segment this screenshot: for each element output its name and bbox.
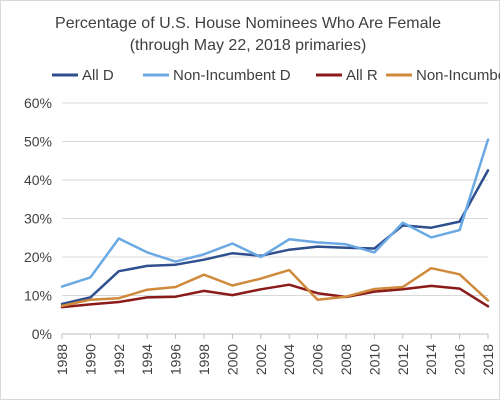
y-tick-label: 0%	[32, 326, 52, 342]
chart-subtitle: (through May 22, 2018 primaries)	[130, 37, 367, 54]
x-tick-label: 1994	[139, 344, 155, 375]
series-line-all-d	[60, 169, 490, 306]
series-line-all-r	[60, 283, 490, 309]
x-axis-ticks: 1988 1990 1992 1994 1996 1998 2000 2002 2004 2006…	[54, 334, 496, 375]
x-tick-label: 1998	[196, 344, 212, 375]
x-tick-label: 1988	[54, 344, 70, 375]
x-tick-label: 2016	[452, 344, 468, 375]
y-axis-ticks: 0% 10% 20% 30% 40% 50% 60%	[24, 95, 52, 342]
legend-label: All R	[346, 67, 378, 84]
y-tick-label: 20%	[24, 249, 52, 265]
x-tick-label: 2000	[224, 344, 240, 375]
x-tick-label: 1992	[111, 344, 127, 375]
series-lines	[60, 138, 490, 309]
legend-label: All D	[82, 67, 114, 84]
series-line-non-incumbent-r	[60, 266, 490, 308]
x-tick-label: 2004	[281, 344, 297, 375]
y-tick-label: 30%	[24, 211, 52, 227]
x-tick-label: 2018	[480, 344, 496, 375]
x-tick-label: 2006	[310, 344, 326, 375]
y-tick-label: 60%	[24, 95, 52, 111]
chart-title: Percentage of U.S. House Nominees Who Ar…	[55, 15, 441, 32]
x-tick-label: 1990	[82, 344, 98, 375]
x-tick-label: 2012	[395, 344, 411, 375]
x-tick-label: 2010	[366, 344, 382, 375]
legend: All D Non-Incumbent D All R Non-Incumbent R	[52, 67, 500, 84]
x-tick-label: 2002	[253, 344, 269, 375]
legend-label: Non-Incumbent R	[416, 67, 500, 84]
y-tick-label: 50%	[24, 134, 52, 150]
x-tick-label: 2014	[423, 344, 439, 375]
gridlines	[62, 102, 488, 335]
x-tick-label: 2008	[338, 344, 354, 375]
y-tick-label: 40%	[24, 172, 52, 188]
x-tick-label: 1996	[168, 344, 184, 375]
series-line-non-incumbent-d	[60, 138, 490, 288]
y-tick-label: 10%	[24, 288, 52, 304]
legend-label: Non-Incumbent D	[173, 67, 291, 84]
